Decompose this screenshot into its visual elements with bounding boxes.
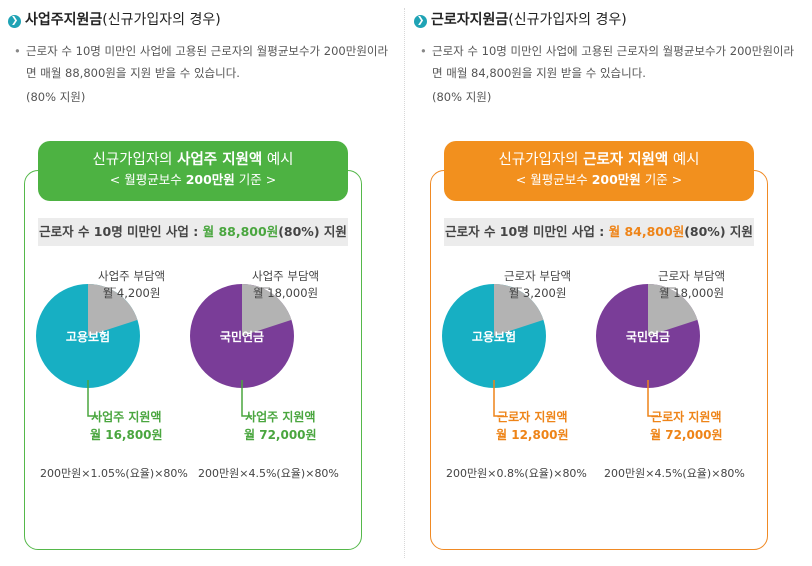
section-title: ❯ 사업주지원금(신규가입자의 경우): [8, 9, 221, 29]
formula-text: 200만원×4.5%(요율)×80%: [604, 467, 745, 480]
support-label-amount: 월 72,000원: [650, 428, 723, 442]
pie-chart: [442, 284, 546, 417]
burden-leader-line: [665, 287, 676, 296]
support-summary-bar: 근로자 수 10명 미만인 사업 : 월 84,800원(80%) 지원: [444, 218, 754, 246]
pie-chart: [596, 284, 700, 417]
chevron-right-icon: ❯: [414, 15, 427, 28]
support-label-amount: 월 16,800원: [90, 428, 163, 442]
burden-label-title: 사업주 부담액: [98, 269, 166, 283]
formula-text: 200만원×1.05%(요율)×80%: [40, 467, 188, 480]
description-note: (80% 지원): [26, 90, 86, 104]
pie-center-label: 국민연금: [625, 330, 671, 344]
support-amount: 월 84,800원: [608, 224, 685, 239]
bullet: •: [14, 44, 21, 58]
chevron-right-icon: ❯: [8, 15, 21, 28]
description-note: (80% 지원): [432, 90, 492, 104]
pie-chart: [190, 284, 294, 417]
burden-leader-line: [259, 287, 270, 296]
support-leader-line: [241, 380, 252, 417]
example-header: 신규가입자의 근로자 지원액 예시 < 월평균보수 200만원 기준 >: [444, 141, 754, 201]
burden-leader-line: [105, 287, 116, 296]
formula-text: 200만원×0.8%(요율)×80%: [446, 467, 587, 480]
section-title: ❯ 근로자지원금(신규가입자의 경우): [414, 9, 627, 29]
pie-slice-burden: [88, 284, 138, 336]
formula-text: 200만원×4.5%(요율)×80%: [198, 467, 339, 480]
support-label-title: 사업주 지원액: [91, 410, 162, 424]
burden-label-amount: 월 18,000원: [659, 286, 725, 300]
title-paren: (신규가입자의 경우): [508, 12, 627, 28]
support-leader-line: [87, 380, 98, 417]
example-header: 신규가입자의 사업주 지원액 예시 < 월평균보수 200만원 기준 >: [38, 141, 348, 201]
burden-label-title: 근로자 부담액: [658, 269, 726, 283]
bullet: •: [420, 44, 427, 58]
support-leader-line: [493, 380, 504, 417]
burden-label-amount: 월 18,000원: [253, 286, 319, 300]
pie-center-label: 고용보험: [471, 330, 517, 344]
description: • 근로자 수 10명 미만인 사업에 고용된 근로자의 월평균보수가 200만…: [14, 40, 392, 108]
worker-subsidy-section: ❯ 근로자지원금(신규가입자의 경우) • 근로자 수 10명 미만인 사업에 고…: [406, 0, 804, 566]
pie-center-label: 고용보험: [65, 330, 111, 344]
support-label-title: 사업주 지원액: [245, 410, 316, 424]
burden-label-amount: 월 4,200원: [102, 286, 161, 300]
pie-slice-burden: [494, 284, 544, 336]
support-label-amount: 월 12,800원: [496, 428, 569, 442]
title-paren: (신규가입자의 경우): [102, 12, 221, 28]
support-label-title: 근로자 지원액: [497, 410, 568, 424]
pie-chart: [36, 284, 140, 417]
title-main: 근로자지원금: [431, 12, 509, 28]
description: • 근로자 수 10명 미만인 사업에 고용된 근로자의 월평균보수가 200만…: [420, 40, 798, 108]
support-leader-line: [647, 380, 658, 417]
burden-label-title: 사업주 부담액: [252, 269, 320, 283]
support-summary-bar: 근로자 수 10명 미만인 사업 : 월 88,800원(80%) 지원: [38, 218, 348, 246]
support-amount: 월 88,800원: [202, 224, 279, 239]
pie-slice-burden: [648, 284, 698, 336]
pie-slice-burden: [242, 284, 292, 336]
burden-label-title: 근로자 부담액: [504, 269, 572, 283]
pie-center-label: 국민연금: [219, 330, 265, 344]
employer-subsidy-section: ❯ 사업주지원금(신규가입자의 경우) • 근로자 수 10명 미만인 사업에 고…: [0, 0, 398, 566]
support-label-title: 근로자 지원액: [651, 410, 722, 424]
column-divider: [404, 8, 405, 558]
description-text: 근로자 수 10명 미만인 사업에 고용된 근로자의 월평균보수가 200만원이…: [432, 44, 795, 80]
burden-leader-line: [511, 287, 522, 296]
burden-label-amount: 월 3,200원: [508, 286, 567, 300]
support-label-amount: 월 72,000원: [244, 428, 317, 442]
description-text: 근로자 수 10명 미만인 사업에 고용된 근로자의 월평균보수가 200만원이…: [26, 44, 389, 80]
title-main: 사업주지원금: [25, 12, 103, 28]
